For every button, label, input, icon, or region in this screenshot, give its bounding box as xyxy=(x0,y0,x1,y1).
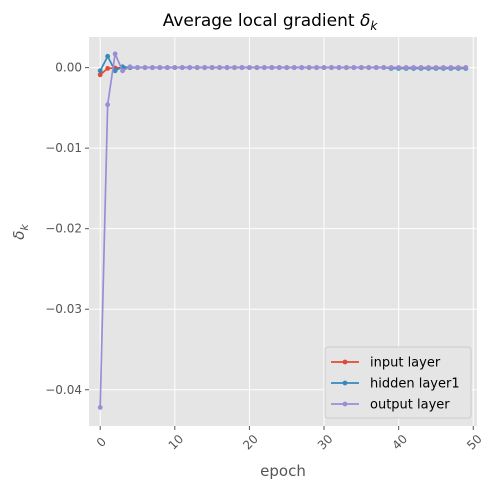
data-point xyxy=(232,65,237,71)
data-point xyxy=(329,65,334,71)
legend: input layer hidden layer1 output layer xyxy=(324,346,472,419)
data-point xyxy=(344,65,349,71)
data-point xyxy=(105,53,111,59)
legend-marker-hidden-layer1 xyxy=(342,380,348,386)
y-tick-label: −0.03 xyxy=(45,302,82,316)
data-point xyxy=(150,65,155,71)
data-point xyxy=(217,65,222,71)
x-axis-label: epoch xyxy=(260,462,306,480)
data-point xyxy=(247,65,252,71)
x-tick-label: 30 xyxy=(315,432,336,453)
data-point xyxy=(142,65,148,71)
y-tick-label: −0.01 xyxy=(45,141,82,155)
legend-label-input-layer: input layer xyxy=(370,356,441,371)
legend-label-output-layer: output layer xyxy=(370,398,450,413)
data-point xyxy=(463,65,469,71)
data-point xyxy=(455,65,461,71)
data-point xyxy=(388,65,394,71)
y-tick-label: 0.00 xyxy=(55,61,82,75)
data-point xyxy=(433,65,439,71)
data-point xyxy=(441,65,446,71)
data-point xyxy=(224,65,230,71)
x-tick-label: 20 xyxy=(240,432,261,453)
legend-box xyxy=(324,346,472,419)
data-point xyxy=(239,65,245,71)
x-tick-label: 0 xyxy=(94,435,109,450)
data-point xyxy=(127,64,133,70)
data-point xyxy=(276,65,282,71)
x-axis-ticks: 0 10 20 30 40 50 xyxy=(94,426,485,453)
data-point xyxy=(366,65,372,71)
data-point xyxy=(172,65,178,71)
data-point xyxy=(164,65,170,71)
data-point xyxy=(261,65,267,71)
data-point xyxy=(157,65,163,71)
data-point xyxy=(135,65,140,71)
data-point xyxy=(97,405,103,410)
legend-label-hidden-layer1: hidden layer1 xyxy=(370,377,460,392)
data-point xyxy=(448,65,454,71)
data-point xyxy=(358,65,364,71)
data-point xyxy=(299,65,305,71)
y-axis-ticks: 0.00 −0.01 −0.02 −0.03 −0.04 xyxy=(45,61,89,397)
data-point xyxy=(321,65,327,71)
data-point xyxy=(351,65,357,71)
x-tick-label: 50 xyxy=(464,432,485,453)
data-point xyxy=(97,68,103,74)
data-point xyxy=(120,68,125,74)
data-point xyxy=(194,65,200,71)
data-point xyxy=(269,65,275,71)
data-point xyxy=(105,102,111,108)
data-point xyxy=(284,65,290,71)
x-tick-label: 40 xyxy=(389,432,410,453)
data-point xyxy=(202,65,208,71)
data-point xyxy=(254,65,260,71)
y-axis-label: δk xyxy=(10,224,31,240)
data-point xyxy=(187,65,193,71)
y-tick-label: −0.02 xyxy=(45,222,82,236)
data-point xyxy=(97,72,103,78)
data-point xyxy=(418,65,424,71)
data-point xyxy=(179,65,185,71)
legend-marker-output-layer xyxy=(342,401,348,407)
x-tick-label: 10 xyxy=(166,432,187,453)
data-point xyxy=(314,65,319,71)
series-output-layer xyxy=(97,50,469,410)
data-point xyxy=(403,65,409,71)
legend-marker-input-layer xyxy=(342,359,348,365)
series-layer xyxy=(97,50,469,410)
y-tick-label: −0.04 xyxy=(45,383,82,397)
data-point xyxy=(291,65,297,71)
data-point xyxy=(336,65,342,71)
data-point xyxy=(411,65,416,71)
data-point xyxy=(306,65,312,71)
data-point xyxy=(396,65,402,71)
data-point xyxy=(112,68,118,74)
data-point xyxy=(426,65,431,71)
data-point xyxy=(209,65,215,71)
data-point xyxy=(381,65,387,71)
data-point xyxy=(105,66,111,71)
data-point xyxy=(112,51,118,57)
chart-title: Average local gradient δk xyxy=(163,11,379,33)
data-point xyxy=(373,65,379,71)
